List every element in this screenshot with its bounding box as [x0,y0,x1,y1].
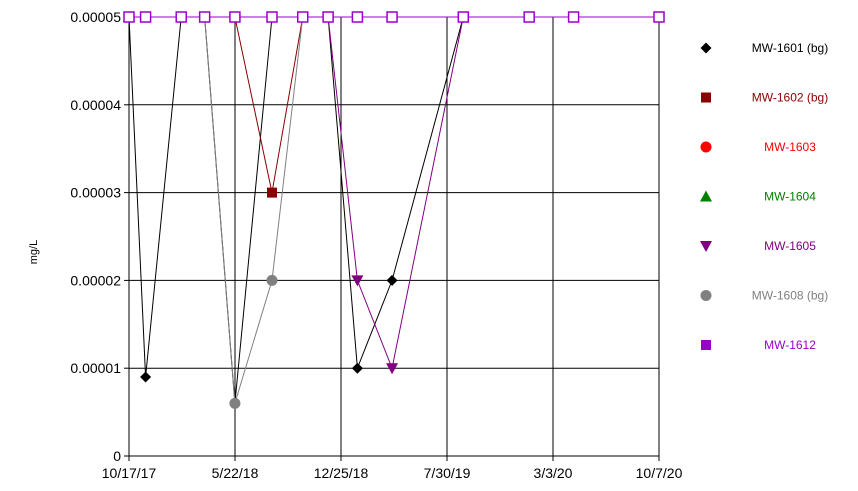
legend-marker [701,92,711,103]
legend-item: MW-1604 [700,190,816,204]
legend-label: MW-1605 [764,239,816,253]
y-tick-label: 0.00005 [70,9,121,25]
data-point [386,363,399,375]
data-point [140,371,152,383]
y-tick-label: 0 [113,448,121,464]
data-point [175,11,187,23]
data-point [351,275,364,287]
data-point [139,11,152,23]
y-tick-label: 0.00002 [70,272,121,288]
data-point [266,187,277,198]
legend-label: MW-1604 [764,190,816,204]
legend-label: MW-1608 (bg) [752,289,828,303]
x-tick-label: 10/7/20 [636,465,683,481]
x-tick-label: 3/3/20 [534,465,573,481]
data-point [123,11,135,23]
legend: MW-1601 (bg) MW-1602 (bg) MW-1603 MW-1604 MW… [700,41,828,352]
legend-marker [700,290,712,301]
legend-label: MW-1603 [764,140,816,154]
data-point [653,11,665,23]
data-point [567,11,580,23]
x-tick-label: 5/22/18 [212,465,259,481]
x-tick-label: 7/30/19 [424,465,471,481]
legend-marker [700,141,712,153]
y-tick-label: 0.00001 [70,360,121,376]
data-point [296,11,309,23]
legend-item: MW-1612 [701,338,816,352]
legend-label: MW-1602 (bg) [752,91,828,105]
data-point [266,274,278,286]
y-tick-label: 0.00003 [70,185,121,201]
data-point [229,11,241,23]
legend-marker [700,42,712,54]
data-point [266,11,278,23]
legend-item: MW-1605 [700,239,816,253]
data-point [322,11,334,23]
series-mw-1612 [123,11,665,23]
legend-marker [700,241,712,252]
legend-item: MW-1601 (bg) [700,41,828,55]
data-point [386,11,398,23]
legend-item: MW-1602 (bg) [701,91,828,105]
y-tick-label: 0.00004 [70,97,121,113]
data-point [457,11,470,23]
data-point [198,11,211,23]
axes: 0 0.00001 0.00002 0.00003 0.00004 0.00005 10/1… [70,9,682,481]
x-tick-label: 10/17/17 [102,465,157,481]
legend-label: MW-1601 (bg) [752,41,828,55]
y-axis-label: mg/L [28,240,40,264]
series-layer [123,11,665,409]
legend-label: MW-1612 [764,338,816,352]
series-line [204,16,304,404]
legend-marker [700,190,712,202]
series-line [327,16,464,370]
legend-marker [701,340,711,350]
data-point [386,274,398,286]
legend-item: MW-1603 [700,140,816,154]
data-point [351,362,363,374]
data-point [229,397,241,409]
data-point [351,11,364,23]
x-tick-label: 12/25/18 [314,465,369,481]
legend-item: MW-1608 (bg) [700,289,828,303]
data-point [523,11,535,23]
